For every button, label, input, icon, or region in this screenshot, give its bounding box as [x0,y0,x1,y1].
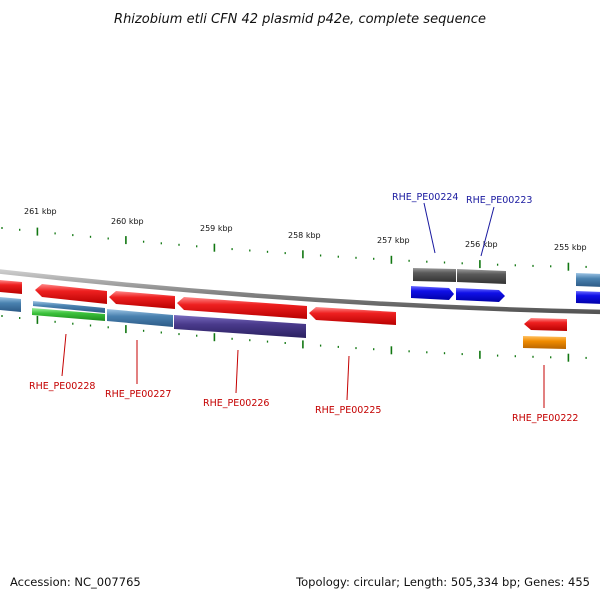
gene-label-RHE_PE00227[interactable]: RHE_PE00227 [105,389,171,400]
kbp-label-261: 261 kbp [24,207,57,216]
gene-label-RHE_PE00228[interactable]: RHE_PE00228 [29,381,95,392]
gene-box-right-edge[interactable] [576,273,600,287]
gene-box-RHE_PE00222[interactable] [523,336,566,349]
cds-arrow-RHE_PE00223[interactable] [456,288,505,302]
cds-left-edge[interactable] [0,280,22,294]
gene-label-RHE_PE00224[interactable]: RHE_PE00224 [392,192,458,203]
cds-arrow-RHE_PE00227[interactable] [109,291,175,309]
upper-scale-ticks [1,227,587,271]
cds-arrow-RHE_PE00224[interactable] [411,286,454,300]
cds-arrow-RHE_PE00226[interactable] [177,297,307,319]
accession-text: Accession: NC_007765 [10,575,141,589]
lower-scale-ticks [1,315,587,362]
label-leader-lines [61,202,545,408]
gene-label-RHE_PE00226[interactable]: RHE_PE00226 [203,398,269,409]
cds-arrow-RHE_PE00228[interactable] [35,284,107,304]
cds-right-edge[interactable] [576,291,600,304]
cds-arrow-RHE_PE00222[interactable] [524,318,567,331]
cds-arrow-RHE_PE00225[interactable] [309,307,396,325]
map-title: Rhizobium etli CFN 42 plasmid p42e, comp… [114,12,486,27]
gene-box-RHE_PE00226[interactable] [174,315,306,338]
topology-summary: Topology: circular; Length: 505,334 bp; … [295,575,590,589]
kbp-label-259: 259 kbp [200,224,233,233]
gene-label-RHE_PE00222[interactable]: RHE_PE00222 [512,413,578,424]
gene-label-RHE_PE00223[interactable]: RHE_PE00223 [466,195,532,206]
gene-label-RHE_PE00225[interactable]: RHE_PE00225 [315,405,381,416]
kbp-label-257: 257 kbp [377,236,410,245]
misc-feature-RHE_PE00228[interactable] [32,308,105,321]
kbp-label-256: 256 kbp [465,240,498,249]
gene-box-left-edge[interactable] [0,297,21,312]
reverse-strand-features [0,284,567,349]
kbp-label-260: 260 kbp [111,217,144,226]
gene-box-RHE_PE00227[interactable] [107,309,173,327]
forward-strand-features [0,268,600,304]
gene-box-RHE_PE00228[interactable] [33,301,105,313]
plasmid-backbone [0,269,600,315]
gene-box-RHE_PE00223[interactable] [457,269,506,284]
kbp-label-255: 255 kbp [554,243,587,252]
gene-box-RHE_PE00224[interactable] [413,268,456,282]
kbp-label-258: 258 kbp [288,231,321,240]
